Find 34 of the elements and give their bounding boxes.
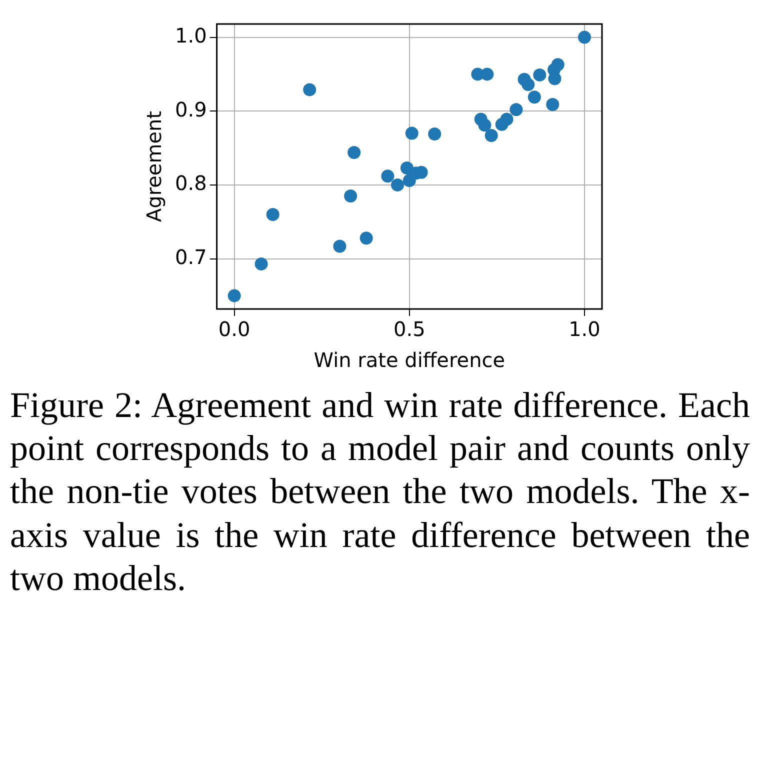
point bbox=[360, 232, 373, 245]
y-tick-label: 1.0 bbox=[174, 23, 207, 48]
x-tick-label: 0.5 bbox=[393, 317, 426, 342]
y-axis-title: Agreement bbox=[142, 110, 166, 222]
point bbox=[228, 289, 241, 302]
point bbox=[348, 146, 361, 159]
y-tick-label: 0.9 bbox=[174, 97, 207, 122]
point bbox=[428, 128, 442, 141]
point bbox=[333, 240, 346, 253]
point bbox=[500, 112, 514, 126]
point bbox=[510, 103, 523, 116]
point bbox=[480, 68, 494, 81]
point bbox=[400, 161, 414, 174]
y-tick-label: 0.8 bbox=[174, 171, 207, 196]
x-tick-label: 0.0 bbox=[218, 317, 250, 342]
x-axis-title: Win rate difference bbox=[314, 348, 506, 372]
point bbox=[303, 83, 316, 96]
point bbox=[254, 257, 268, 270]
x-tick-label: 1.0 bbox=[568, 317, 600, 342]
point bbox=[546, 98, 560, 111]
point bbox=[578, 30, 591, 44]
point bbox=[391, 178, 404, 192]
point bbox=[522, 78, 535, 92]
point bbox=[405, 126, 418, 140]
y-tick-label: 0.7 bbox=[174, 244, 207, 269]
point bbox=[381, 170, 394, 183]
point bbox=[533, 68, 546, 82]
point bbox=[484, 128, 498, 142]
point bbox=[344, 190, 358, 203]
point bbox=[478, 118, 492, 132]
point bbox=[551, 58, 564, 72]
caption: Figure 2: Agreement and win rate difference. Each point corresponds to a model pair and counts only the non-tie votes between the two models. The x-axis value is the win rate difference between the two models. bbox=[10, 384, 750, 600]
point bbox=[528, 90, 541, 104]
point bbox=[266, 208, 280, 221]
